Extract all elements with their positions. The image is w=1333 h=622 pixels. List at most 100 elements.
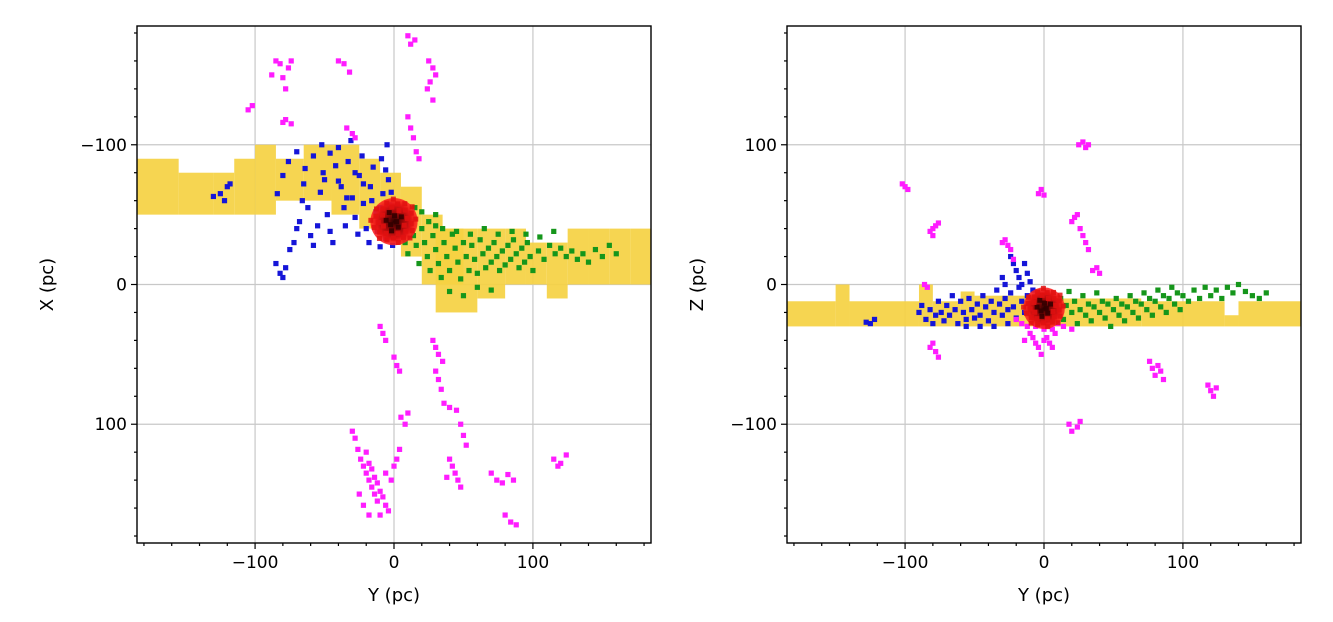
region-cell [213,172,235,215]
point-series-b [613,251,619,257]
point-series-a [999,274,1005,281]
plot-area [787,26,1301,543]
point-series-a [977,312,983,318]
region-cell [546,242,568,299]
point-series-c [488,470,494,476]
point-series-c [1013,316,1019,323]
cluster-point [1028,314,1034,320]
point-series-b [410,232,417,239]
point-series-a [919,302,925,309]
point-series-b [1235,281,1242,288]
point-series-b [485,245,492,251]
point-series-c [1155,362,1161,369]
point-series-a [355,231,361,237]
point-series-b [435,260,442,267]
point-series-a [966,295,972,302]
point-series-c [441,400,447,406]
point-series-b [558,245,564,251]
point-series-c [366,512,372,518]
point-series-b [469,242,475,248]
cluster-point [408,221,414,227]
point-series-c [424,86,430,92]
point-series-a [327,228,333,235]
point-series-a [1002,281,1008,288]
point-series-b [537,234,543,240]
point-series-b [474,270,480,276]
point-series-c [1085,246,1092,253]
point-series-b [402,239,408,246]
point-series-b [509,228,515,235]
point-series-b [455,259,461,265]
point-series-c [269,72,275,78]
cluster-point [380,212,386,218]
point-series-a [380,191,386,197]
point-series-b [446,267,453,274]
point-series-c [280,75,286,81]
point-series-c [1035,191,1042,197]
point-series-a [341,205,347,211]
point-series-a [1016,284,1022,290]
point-series-b [1174,290,1180,296]
point-series-c [1083,144,1089,151]
region-cell [255,144,276,215]
point-series-c [427,79,433,85]
point-series-c [1002,237,1008,243]
point-series-c [363,470,369,476]
cluster-point [386,210,392,216]
point-series-c [360,463,367,469]
cluster-point [409,228,415,234]
point-series-b [1096,309,1103,316]
point-series-a [333,163,339,169]
point-series-b [1121,318,1128,324]
point-series-b [419,209,425,215]
point-series-c [408,41,414,47]
point-series-a [369,198,375,204]
region-cell [234,158,256,215]
point-series-b [1177,307,1183,313]
point-series-c [1096,270,1103,276]
point-series-b [527,253,533,260]
y-tick-label: 100 [745,136,777,156]
point-series-a [999,312,1005,318]
cluster-point [1051,295,1057,301]
cluster-point [1037,297,1043,303]
point-series-a [1010,304,1017,310]
point-series-b [1063,302,1069,309]
cluster-point [1035,321,1041,327]
point-series-b [1077,307,1083,313]
point-series-b [516,265,522,271]
point-series-c [555,463,561,469]
cluster-point [1055,320,1061,326]
point-series-c [380,494,386,500]
point-series-a [390,242,396,248]
point-series-b [1108,323,1114,330]
point-series-b [592,246,599,253]
point-series-a [1019,281,1025,288]
cluster-point [402,207,408,213]
point-series-b [1158,304,1164,310]
point-series-a [977,323,983,330]
point-series-c [460,432,467,439]
point-series-a [273,260,279,267]
point-series-a [291,239,297,246]
point-series-c [1077,418,1083,425]
point-series-c [1077,226,1083,232]
point-series-a [363,226,369,232]
point-series-c [383,470,389,476]
point-series-c [1010,256,1017,262]
region-cell [178,172,214,215]
plot-area [137,26,651,543]
cluster-point [1045,324,1051,330]
cluster-point [1039,313,1045,319]
point-series-c [349,428,355,434]
cluster-point [376,235,382,241]
point-series-c [1213,385,1219,391]
point-series-b [1196,295,1203,302]
point-series-c [405,410,411,416]
cluster-point [1038,308,1044,314]
point-series-b [508,256,514,262]
point-series-b [405,251,411,257]
point-series-b [1127,293,1133,299]
region-cell [1224,315,1239,327]
